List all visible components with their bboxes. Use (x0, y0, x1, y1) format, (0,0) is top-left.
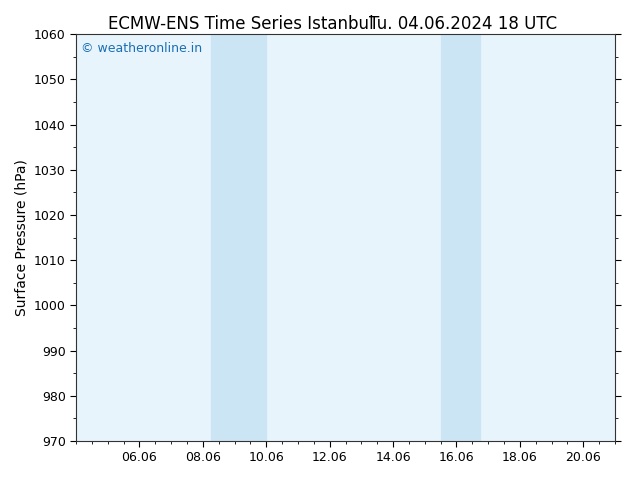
Text: Tu. 04.06.2024 18 UTC: Tu. 04.06.2024 18 UTC (369, 15, 557, 33)
Bar (441, 34, 481, 441)
Y-axis label: Surface Pressure (hPa): Surface Pressure (hPa) (14, 159, 29, 316)
Bar (210, 34, 266, 441)
Text: ECMW-ENS Time Series Istanbul: ECMW-ENS Time Series Istanbul (108, 15, 373, 33)
Text: © weatheronline.in: © weatheronline.in (81, 43, 203, 55)
